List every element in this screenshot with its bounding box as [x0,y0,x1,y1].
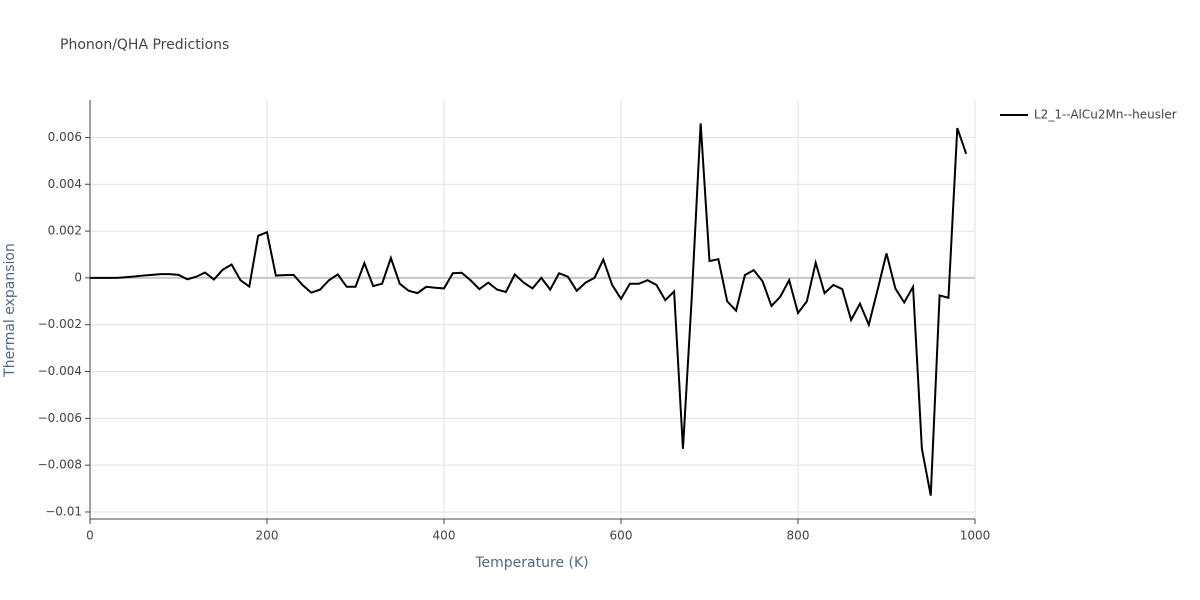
y-axis-title: Thermal expansion [2,243,18,378]
y-tick-label: −0.01 [45,504,82,518]
x-axis-title: Temperature (K) [474,555,588,571]
data-line [90,123,968,496]
legend-label: L2_1--AlCu2Mn--heusler [1034,108,1177,122]
x-tick-label: 0 [86,529,94,543]
x-tick-label: 200 [256,529,279,543]
x-tick-label: 400 [433,529,456,543]
x-tick-label: 600 [610,529,633,543]
y-tick-label: 0 [74,270,82,284]
x-tick-label: 800 [787,529,810,543]
y-tick-label: 0.002 [48,224,82,238]
x-tick-label: 1000 [960,529,991,543]
y-tick-label: −0.004 [38,364,82,378]
y-tick-label: −0.006 [38,411,82,425]
y-tick-label: −0.002 [38,317,82,331]
chart-title: Phonon/QHA Predictions [60,37,229,53]
y-tick-label: 0.004 [48,177,82,191]
y-tick-label: 0.006 [48,130,82,144]
y-tick-label: −0.008 [38,458,82,472]
